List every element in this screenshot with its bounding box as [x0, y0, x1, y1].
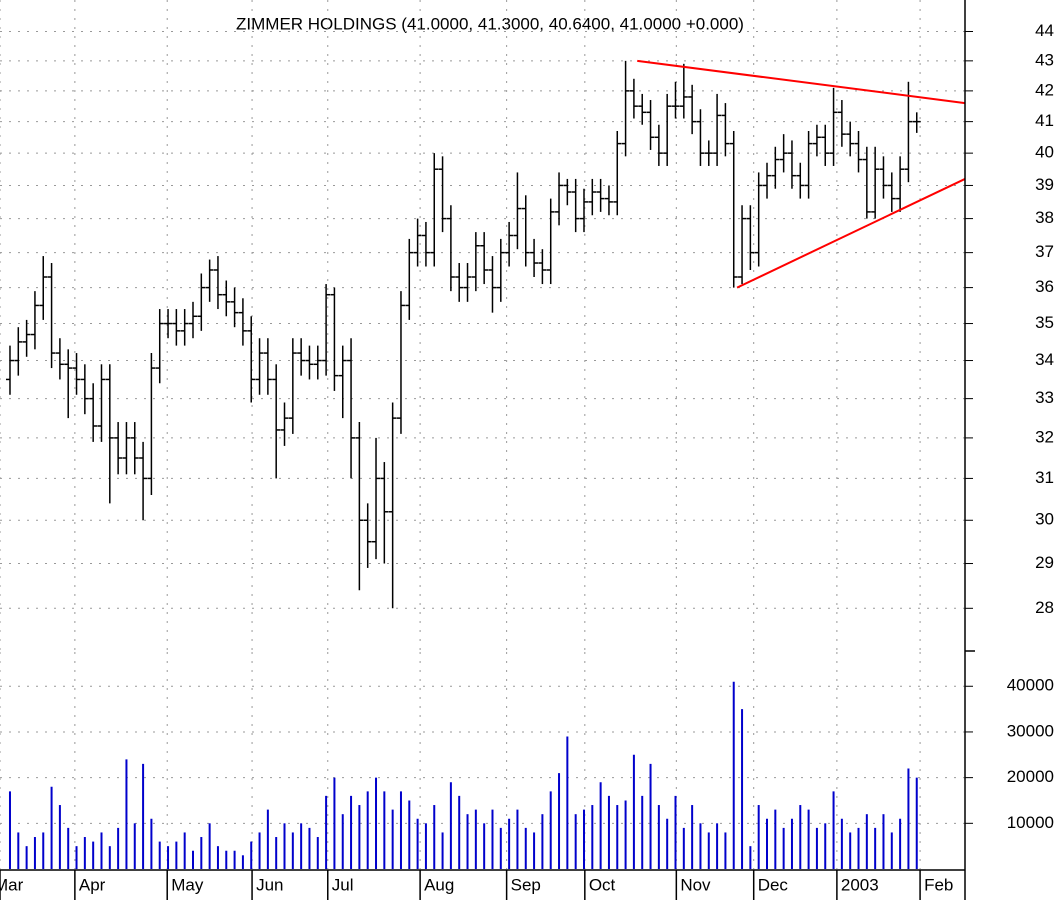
y-tick-label: 20000: [1007, 767, 1054, 786]
trendline: [637, 59, 966, 105]
y-tick-label: 28: [1035, 598, 1054, 617]
trendline: [736, 178, 966, 289]
y-tick-label: 39: [1035, 175, 1054, 194]
y-tick-label: 43: [1035, 50, 1054, 69]
y-tick-label: 38: [1035, 208, 1054, 227]
y-tick-label: 40: [1035, 143, 1054, 162]
y-tick-label: 40000: [1007, 676, 1054, 695]
x-tick-label: May: [171, 875, 204, 894]
x-tick-label: Aug: [424, 875, 454, 894]
y-tick-label: 41: [1035, 111, 1054, 130]
y-tick-label: 35: [1035, 313, 1054, 332]
x-tick-label: Jun: [256, 875, 283, 894]
y-tick-label: 37: [1035, 242, 1054, 261]
y-tick-label: 30: [1035, 510, 1054, 529]
y-tick-label: 36: [1035, 277, 1054, 296]
y-tick-label: 10000: [1007, 813, 1054, 832]
y-tick-label: 44: [1035, 21, 1054, 40]
y-tick-label: 32: [1035, 427, 1054, 446]
x-tick-label: Oct: [589, 875, 616, 894]
x-tick-label: Sep: [511, 875, 541, 894]
y-tick-label: 34: [1035, 350, 1054, 369]
x-tick-label: Mar: [0, 875, 24, 894]
y-tick-label: 33: [1035, 388, 1054, 407]
x-tick-label: 2003: [841, 875, 879, 894]
x-tick-label: Feb: [924, 875, 953, 894]
chart-title: ZIMMER HOLDINGS (41.0000, 41.3000, 40.64…: [236, 14, 744, 33]
x-tick-label: Dec: [758, 875, 789, 894]
y-tick-label: 42: [1035, 80, 1054, 99]
x-tick-label: Nov: [680, 875, 711, 894]
y-tick-label: 30000: [1007, 721, 1054, 740]
x-tick-label: Apr: [79, 875, 106, 894]
y-tick-label: 29: [1035, 553, 1054, 572]
y-tick-label: 31: [1035, 468, 1054, 487]
x-tick-label: Jul: [332, 875, 354, 894]
